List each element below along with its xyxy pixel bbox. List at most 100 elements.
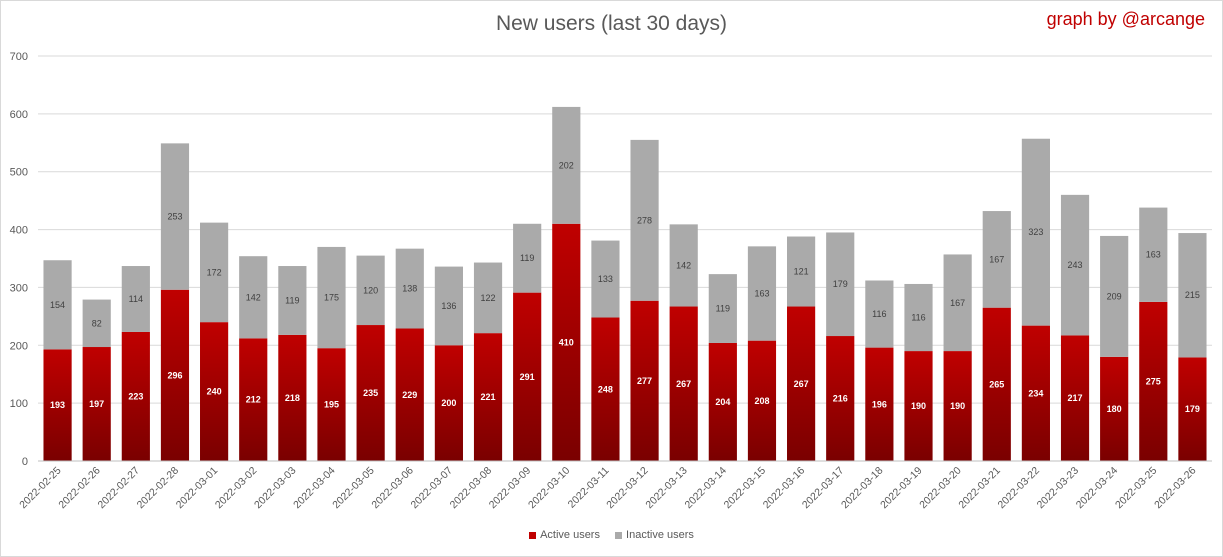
bar-inactive: [473, 262, 503, 334]
data-label-inactive: 119: [520, 253, 534, 263]
data-label-active: 204: [715, 397, 730, 407]
bar-inactive: [904, 283, 933, 352]
data-label-inactive: 136: [441, 301, 456, 311]
bar-inactive: [1178, 233, 1207, 358]
data-label-active: 296: [167, 370, 182, 380]
legend-swatch-inactive: [615, 531, 623, 539]
data-label-inactive: 202: [559, 160, 574, 170]
data-label-inactive: 122: [481, 293, 496, 303]
data-label-active: 265: [989, 379, 1004, 389]
bar-inactive: [669, 224, 698, 307]
data-label-active: 218: [285, 393, 300, 403]
bar-inactive: [982, 211, 1011, 308]
y-tick-label: 700: [10, 51, 28, 63]
data-label-active: 275: [1146, 376, 1161, 386]
bar-active: [434, 345, 463, 461]
data-label-active: 195: [324, 400, 339, 410]
bar-inactive: [200, 222, 229, 323]
bar-active: [904, 351, 933, 461]
data-label-active: 248: [598, 384, 613, 394]
data-label-active: 221: [481, 392, 496, 402]
bar-inactive: [1100, 235, 1129, 357]
bar-active: [826, 336, 855, 461]
legend-swatch-active: [529, 531, 537, 539]
bar-active: [787, 306, 816, 461]
bar-inactive: [1021, 138, 1050, 326]
bar-active: [121, 331, 150, 461]
data-label-inactive: 119: [716, 304, 730, 314]
bar-inactive: [630, 139, 659, 301]
data-label-inactive: 243: [1068, 260, 1083, 270]
data-label-active: 410: [559, 337, 574, 347]
bar-inactive: [826, 232, 855, 337]
bar-active: [1139, 301, 1168, 461]
legend-item-active: Active users: [529, 529, 600, 541]
bar-active: [943, 351, 972, 461]
bar-inactive: [591, 240, 620, 318]
data-label-inactive: 167: [989, 254, 1004, 264]
bar-active: [747, 340, 777, 461]
data-label-active: 277: [637, 376, 652, 386]
legend-item-inactive: Inactive users: [615, 529, 694, 541]
bar-inactive: [1060, 194, 1090, 336]
bar-active: [82, 347, 111, 461]
data-label-active: 179: [1185, 404, 1200, 414]
data-label-active: 235: [363, 388, 378, 398]
data-label-inactive: 116: [911, 313, 925, 323]
bar-inactive: [82, 299, 111, 348]
data-label-inactive: 119: [285, 295, 299, 305]
bar-active: [982, 307, 1011, 461]
data-label-inactive: 175: [324, 293, 339, 303]
data-label-inactive: 253: [167, 212, 182, 222]
bar-active: [1178, 357, 1207, 461]
bar-inactive: [513, 223, 542, 293]
data-label-active: 193: [50, 400, 65, 410]
bar-inactive: [865, 280, 894, 348]
bar-active: [239, 338, 268, 461]
x-tick-label: 2022-03-10: [526, 465, 573, 512]
y-tick-label: 400: [10, 225, 28, 237]
bar-inactive: [395, 248, 424, 329]
y-tick-label: 200: [10, 340, 28, 352]
data-label-inactive: 82: [92, 318, 102, 328]
data-label-active: 212: [246, 395, 261, 405]
bar-active: [669, 306, 698, 461]
data-label-active: 229: [402, 390, 417, 400]
bar-active: [708, 342, 737, 461]
bar-inactive: [747, 246, 777, 341]
y-tick-label: 600: [10, 109, 28, 121]
bar-active: [356, 325, 385, 461]
chart-title: New users (last 30 days): [495, 12, 728, 35]
legend-label-active: Active users: [540, 529, 600, 541]
y-tick-label: 0: [22, 456, 28, 468]
bar-inactive: [43, 260, 72, 350]
data-label-inactive: 120: [363, 285, 378, 295]
data-label-inactive: 209: [1107, 291, 1122, 301]
data-label-active: 267: [794, 379, 809, 389]
data-label-active: 197: [89, 399, 104, 409]
data-label-active: 190: [950, 401, 965, 411]
data-label-inactive: 215: [1185, 290, 1200, 300]
data-label-inactive: 278: [637, 215, 652, 225]
chart-credit: graph by @arcange: [1046, 9, 1205, 29]
data-label-inactive: 116: [872, 309, 886, 319]
bar-inactive: [121, 266, 150, 332]
bar-active: [552, 223, 581, 461]
bar-active: [43, 349, 72, 461]
bar-active: [1021, 325, 1050, 461]
data-label-active: 190: [911, 401, 926, 411]
bar-active: [1100, 356, 1129, 461]
data-label-active: 223: [128, 391, 143, 401]
bar-active: [473, 333, 503, 461]
bar-active: [395, 328, 424, 461]
bar-active: [865, 347, 894, 461]
bar-active: [160, 289, 190, 461]
bar-active: [513, 292, 542, 461]
data-label-inactive: 121: [794, 267, 809, 277]
data-label-active: 240: [207, 387, 222, 397]
data-label-active: 180: [1107, 404, 1122, 414]
chart-legend: Active users Inactive users: [0, 529, 1223, 542]
bar-active: [591, 317, 620, 461]
bar-active: [278, 334, 307, 461]
